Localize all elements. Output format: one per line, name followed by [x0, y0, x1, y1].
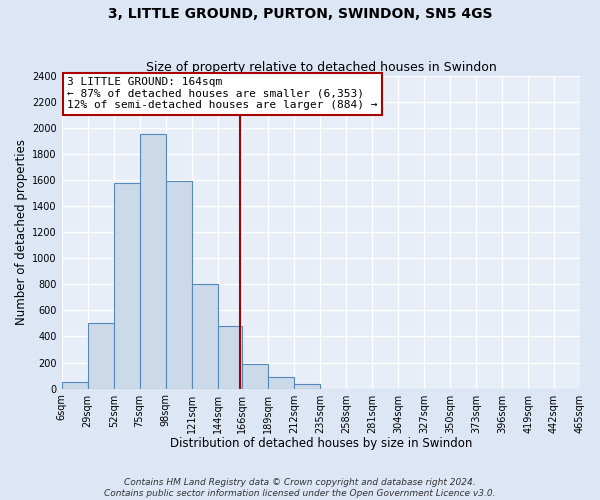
Bar	[166, 182, 191, 388]
Text: 3 LITTLE GROUND: 164sqm
← 87% of detached houses are smaller (6,353)
12% of semi: 3 LITTLE GROUND: 164sqm ← 87% of detache…	[67, 77, 377, 110]
Bar	[191, 284, 218, 389]
Bar	[114, 183, 140, 388]
Bar	[62, 382, 88, 388]
Text: Contains HM Land Registry data © Crown copyright and database right 2024.
Contai: Contains HM Land Registry data © Crown c…	[104, 478, 496, 498]
Bar	[295, 384, 320, 388]
Bar	[242, 364, 268, 388]
Bar	[140, 134, 166, 388]
Text: 3, LITTLE GROUND, PURTON, SWINDON, SN5 4GS: 3, LITTLE GROUND, PURTON, SWINDON, SN5 4…	[108, 8, 492, 22]
Bar	[268, 377, 295, 388]
Bar	[88, 324, 114, 388]
Y-axis label: Number of detached properties: Number of detached properties	[15, 139, 28, 325]
Bar	[218, 326, 242, 388]
Title: Size of property relative to detached houses in Swindon: Size of property relative to detached ho…	[146, 62, 496, 74]
X-axis label: Distribution of detached houses by size in Swindon: Distribution of detached houses by size …	[170, 437, 472, 450]
